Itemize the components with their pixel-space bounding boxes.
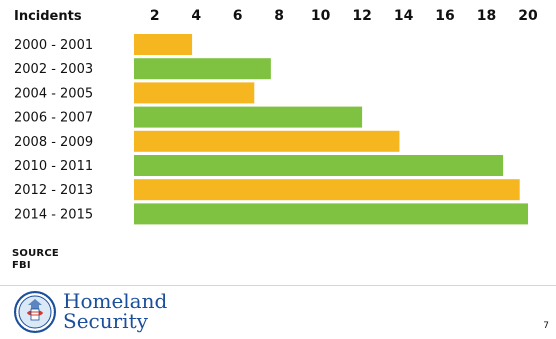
category-label: 2010 - 2011 (14, 159, 93, 174)
category-label: 2006 - 2007 (14, 111, 93, 126)
dhs-seal-icon (14, 291, 56, 333)
x-tick-label-18: 18 (477, 8, 496, 24)
category-header: Incidents (14, 9, 82, 24)
bar-2010-2011 (134, 155, 504, 176)
footer-divider (0, 285, 556, 286)
bar-2000-2001 (134, 34, 193, 55)
bar-2008-2009 (134, 130, 400, 152)
x-tick-label-2: 2 (150, 8, 160, 24)
x-tick-label-8: 8 (274, 8, 284, 24)
page-number: 7 (543, 321, 549, 331)
x-tick-label-10: 10 (311, 8, 331, 24)
category-label: 2002 - 2003 (14, 62, 93, 77)
category-label: 2014 - 2015 (14, 207, 93, 222)
x-tick-label-20: 20 (518, 8, 538, 24)
logo-line-security: Security (63, 309, 148, 333)
x-tick-label-14: 14 (394, 8, 414, 24)
homeland-security-wordmark: Homeland Security (63, 291, 167, 331)
x-tick-label-12: 12 (352, 8, 371, 24)
bar-2014-2015 (134, 203, 528, 225)
bar-2012-2013 (134, 179, 520, 201)
bar-2006-2007 (134, 106, 363, 128)
bar-2004-2005 (134, 82, 255, 104)
x-tick-label-4: 4 (191, 8, 201, 24)
x-tick-label-16: 16 (435, 8, 454, 24)
category-label: 2004 - 2005 (14, 86, 93, 101)
source-value: FBI (12, 260, 31, 271)
category-label: 2000 - 2001 (14, 38, 93, 53)
bar-2002-2003 (134, 58, 271, 80)
category-label: 2008 - 2009 (14, 135, 93, 150)
logo-line-homeland: Homeland (63, 289, 168, 313)
source-label: SOURCE (12, 248, 59, 259)
homeland-security-logo: Homeland Security (14, 291, 174, 335)
category-label: 2012 - 2013 (14, 183, 93, 198)
source-block: SOURCE FBI (12, 248, 59, 272)
x-tick-label-6: 6 (233, 8, 243, 24)
